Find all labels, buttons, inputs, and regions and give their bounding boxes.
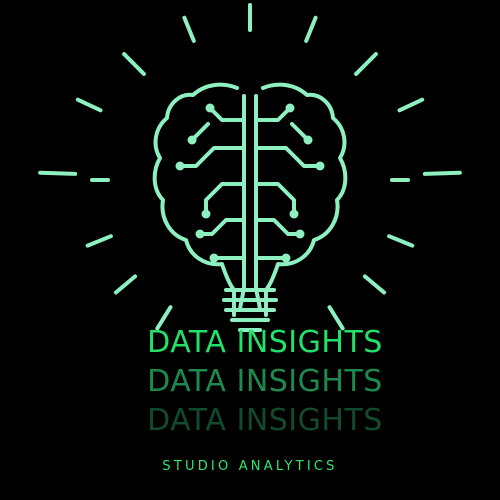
light-ray: [85, 234, 113, 248]
circuit-node: [285, 103, 295, 113]
circuit-node: [187, 135, 197, 145]
light-ray: [155, 305, 173, 331]
brain-lightbulb-icon: [152, 82, 348, 332]
circuit-node: [175, 161, 185, 171]
circuit-node: [195, 229, 205, 239]
circuit-node: [295, 229, 305, 239]
circuit-node: [201, 209, 211, 219]
light-ray: [38, 170, 78, 176]
light-ray: [113, 274, 138, 295]
light-ray: [182, 15, 196, 43]
light-ray: [122, 52, 146, 76]
circuit-node: [303, 135, 313, 145]
light-rays: [38, 3, 462, 331]
light-ray: [387, 234, 415, 248]
tagline: STUDIO ANALYTICS: [162, 459, 338, 474]
light-ray: [75, 97, 103, 113]
circuit-node: [315, 161, 325, 171]
circuit-nodes: [175, 103, 325, 263]
circuit-node: [281, 253, 291, 263]
light-ray: [304, 15, 318, 43]
light-ray: [327, 305, 345, 331]
title-primary: DATA INSIGHTS: [147, 325, 383, 360]
title-echo-2: DATA INSIGHTS: [147, 403, 383, 438]
light-ray: [397, 97, 425, 113]
circuit-node: [205, 103, 215, 113]
circuit-node: [289, 209, 299, 219]
title-echo-1: DATA INSIGHTS: [147, 364, 383, 399]
circuit-node: [209, 253, 219, 263]
light-ray: [422, 170, 462, 176]
light-ray: [362, 274, 387, 295]
light-ray: [354, 52, 378, 76]
